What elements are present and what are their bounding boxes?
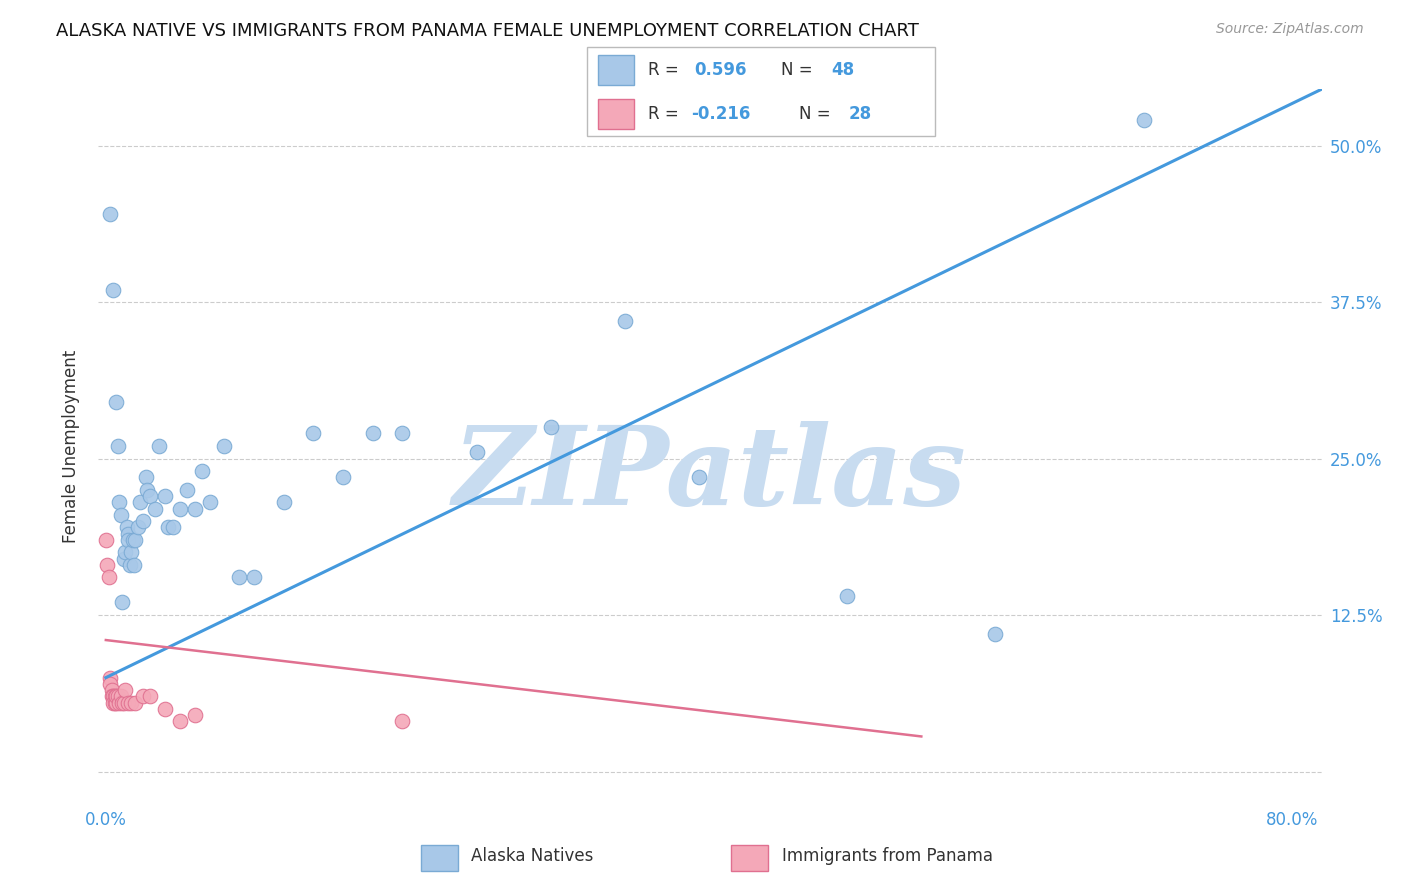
Point [114,683,136,698]
Point [97,570,120,584]
Text: N =: N = [780,61,817,78]
Point [94,533,117,547]
Point [176,483,198,497]
Point [184,708,207,723]
Point [98,207,121,221]
Point [148,439,170,453]
Point [135,470,157,484]
Point [110,508,132,522]
Point [139,690,162,704]
Point [837,589,859,603]
Point [540,420,562,434]
Point [105,696,128,710]
Point [104,690,127,704]
Point [124,533,146,547]
Point [103,690,125,704]
Point [117,526,139,541]
Point [273,495,295,509]
Point [143,501,166,516]
Point [98,677,121,691]
Point [112,551,135,566]
FancyBboxPatch shape [420,845,458,871]
Text: N =: N = [799,105,835,123]
Point [136,483,159,497]
Text: 28: 28 [849,105,872,123]
Text: ALASKA NATIVE VS IMMIGRANTS FROM PANAMA FEMALE UNEMPLOYMENT CORRELATION CHART: ALASKA NATIVE VS IMMIGRANTS FROM PANAMA … [56,22,920,40]
Point [120,545,142,559]
Point [115,520,138,534]
Point [184,501,207,516]
Point [117,696,139,710]
Point [110,690,132,704]
Point [613,314,636,328]
Point [332,470,354,484]
Point [129,495,152,509]
Point [162,520,184,534]
Point [157,520,180,534]
Point [391,426,413,441]
Point [127,520,149,534]
Point [111,696,134,710]
Point [243,570,266,584]
Point [465,445,488,459]
Point [984,627,1007,641]
Point [302,426,325,441]
Point [103,696,125,710]
Point [121,533,143,547]
Point [228,570,250,584]
FancyBboxPatch shape [588,47,935,136]
Point [104,696,127,710]
FancyBboxPatch shape [598,99,634,129]
Point [105,690,128,704]
Text: Source: ZipAtlas.com: Source: ZipAtlas.com [1216,22,1364,37]
Point [361,426,384,441]
Point [214,439,236,453]
Text: R =: R = [648,105,685,123]
Point [688,470,710,484]
Point [103,283,125,297]
Point [169,501,191,516]
Point [112,696,135,710]
Text: Alaska Natives: Alaska Natives [471,847,593,865]
Point [120,696,142,710]
Point [153,489,176,503]
Point [117,533,139,547]
Point [100,683,122,698]
Point [191,464,214,478]
Text: Immigrants from Panama: Immigrants from Panama [782,847,993,865]
Point [139,489,162,503]
FancyBboxPatch shape [598,55,634,85]
Point [118,558,141,572]
Point [132,514,155,528]
Point [122,558,145,572]
Text: 48: 48 [831,61,853,78]
Y-axis label: Female Unemployment: Female Unemployment [62,350,80,542]
Text: ZIPatlas: ZIPatlas [453,421,967,528]
Point [1132,113,1154,128]
Point [169,714,191,729]
Point [107,439,129,453]
FancyBboxPatch shape [731,845,768,871]
Point [105,395,128,409]
Text: -0.216: -0.216 [692,105,751,123]
Point [98,671,121,685]
Point [198,495,221,509]
Point [111,595,134,609]
Point [108,696,131,710]
Point [108,495,131,509]
Point [391,714,413,729]
Text: 0.596: 0.596 [695,61,747,78]
Point [100,690,122,704]
Point [107,690,129,704]
Point [96,558,118,572]
Point [124,696,146,710]
Point [153,702,176,716]
Text: R =: R = [648,61,685,78]
Point [114,545,136,559]
Point [132,690,155,704]
